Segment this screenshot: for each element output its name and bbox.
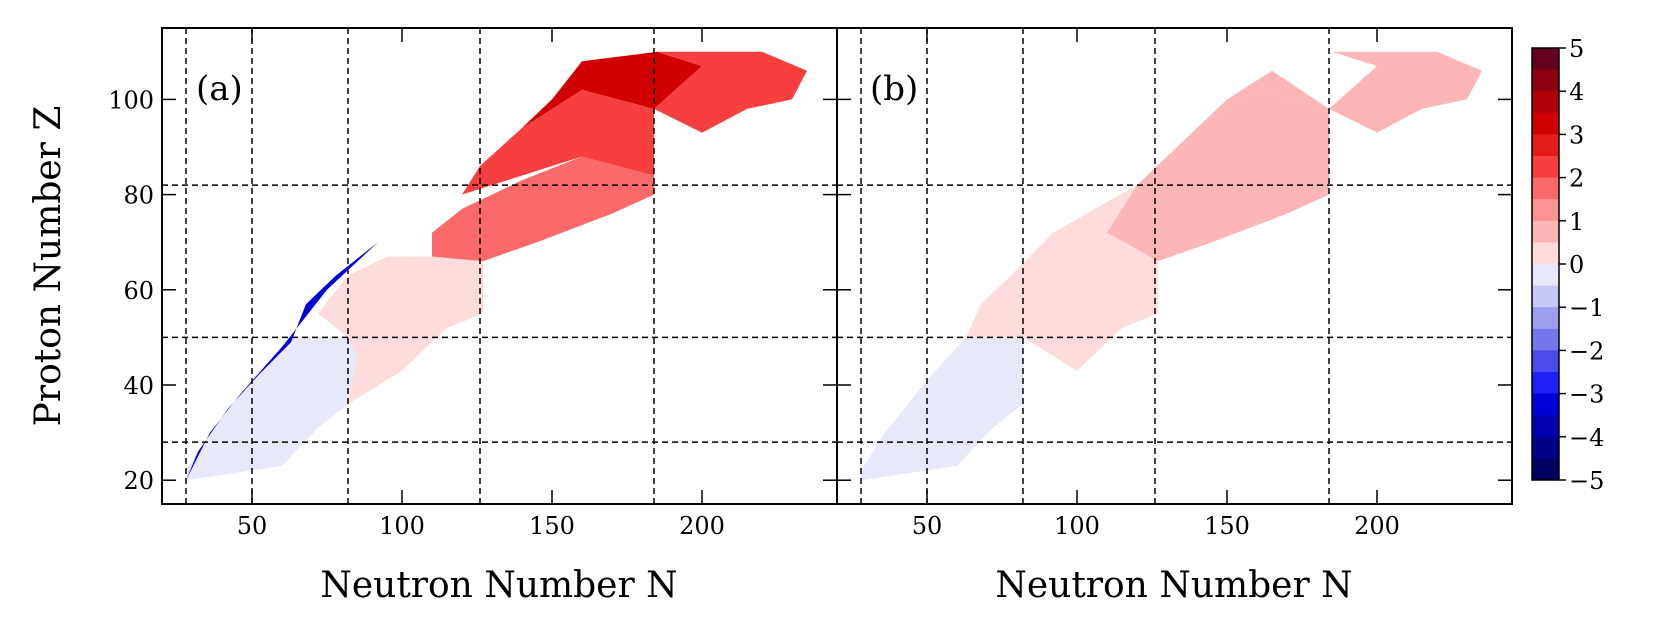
magic-lines-b	[837, 28, 1512, 504]
y-axis-label: Proton Number Z	[28, 106, 69, 427]
colorbar-block	[1532, 285, 1559, 308]
colorbar-block	[1532, 91, 1559, 114]
region-a-4	[462, 89, 654, 195]
colorbar-block	[1532, 177, 1559, 200]
heatmap-regions-b	[861, 51, 1482, 481]
colorbar-block	[1532, 372, 1559, 395]
colorbar-tick-label: −1	[1569, 294, 1604, 322]
x-tick-label-a: 150	[529, 512, 575, 540]
region-a-3	[432, 156, 654, 262]
colorbar-tick-label: 1	[1569, 208, 1584, 236]
region-a-2	[318, 256, 483, 404]
x-tick-label-b: 200	[1354, 512, 1400, 540]
x-tick-label-b: 50	[912, 512, 943, 540]
ticks-b: 50 100 150 200	[837, 28, 1512, 540]
plot-frame-b	[836, 27, 1513, 505]
colorbar-block	[1532, 134, 1559, 157]
colorbar-block	[1532, 458, 1559, 481]
colorbar-block	[1532, 264, 1559, 287]
panel-a: 50 100 150 200 20 40 60 80 100 (a) Neutron Numbe…	[28, 27, 838, 606]
x-tick-label-a: 100	[379, 512, 425, 540]
colorbar-tick-label: 4	[1569, 78, 1584, 106]
panel-b: 50 100 150 200 (b) Neutron Number N	[836, 27, 1513, 606]
colorbar-block	[1532, 156, 1559, 179]
colorbar-block	[1532, 436, 1559, 459]
colorbar-ticks: 5 4 3 2 1 0 −1 −2 −3 −4 −5	[1559, 35, 1604, 495]
x-tick-label-b: 150	[1204, 512, 1250, 540]
colorbar-block	[1532, 69, 1559, 92]
colorbar: 5 4 3 2 1 0 −1 −2 −3 −4 −5	[1531, 35, 1604, 495]
heatmap-regions-a	[186, 51, 807, 481]
y-tick-label: 100	[108, 86, 154, 114]
region-a-5	[522, 51, 702, 128]
colorbar-block	[1532, 220, 1559, 243]
y-tick-label: 40	[123, 372, 154, 400]
region-b-2	[1107, 89, 1329, 262]
magic-lines-a	[162, 28, 837, 504]
colorbar-tick-label: −5	[1569, 467, 1604, 495]
colorbar-block	[1532, 393, 1559, 416]
colorbar-tick-label: −4	[1569, 424, 1604, 452]
colorbar-tick-label: 3	[1569, 121, 1584, 149]
x-tick-label-b: 100	[1054, 512, 1100, 540]
colorbar-block	[1532, 48, 1559, 71]
colorbar-block	[1532, 350, 1559, 373]
region-a-6	[654, 51, 807, 133]
colorbar-block	[1532, 328, 1559, 351]
colorbar-blocks	[1532, 48, 1559, 481]
y-tick-label: 80	[123, 182, 154, 210]
panel-label-b: (b)	[870, 69, 918, 109]
colorbar-tick-label: −2	[1569, 337, 1604, 365]
ticks-a: 50 100 150 200 20 40 60 80 100	[108, 28, 837, 540]
colorbar-block	[1532, 307, 1559, 330]
colorbar-block	[1532, 112, 1559, 135]
colorbar-tick-label: 0	[1569, 251, 1584, 279]
colorbar-tick-label: 5	[1569, 35, 1584, 63]
x-tick-label-a: 200	[679, 512, 725, 540]
region-b-1	[966, 185, 1158, 371]
x-axis-label-b: Neutron Number N	[995, 565, 1352, 606]
y-tick-label: 60	[123, 277, 154, 305]
region-b-0	[861, 337, 1023, 481]
region-b-3	[1197, 51, 1482, 133]
colorbar-block	[1532, 199, 1559, 222]
colorbar-tick-label: 2	[1569, 165, 1584, 193]
colorbar-block	[1532, 242, 1559, 265]
x-tick-label-a: 50	[237, 512, 268, 540]
panel-label-a: (a)	[196, 69, 243, 109]
y-tick-label: 20	[123, 467, 154, 495]
colorbar-tick-label: −3	[1569, 381, 1604, 409]
colorbar-block	[1532, 415, 1559, 438]
x-axis-label-a: Neutron Number N	[320, 565, 677, 606]
region-a-0	[186, 337, 357, 481]
